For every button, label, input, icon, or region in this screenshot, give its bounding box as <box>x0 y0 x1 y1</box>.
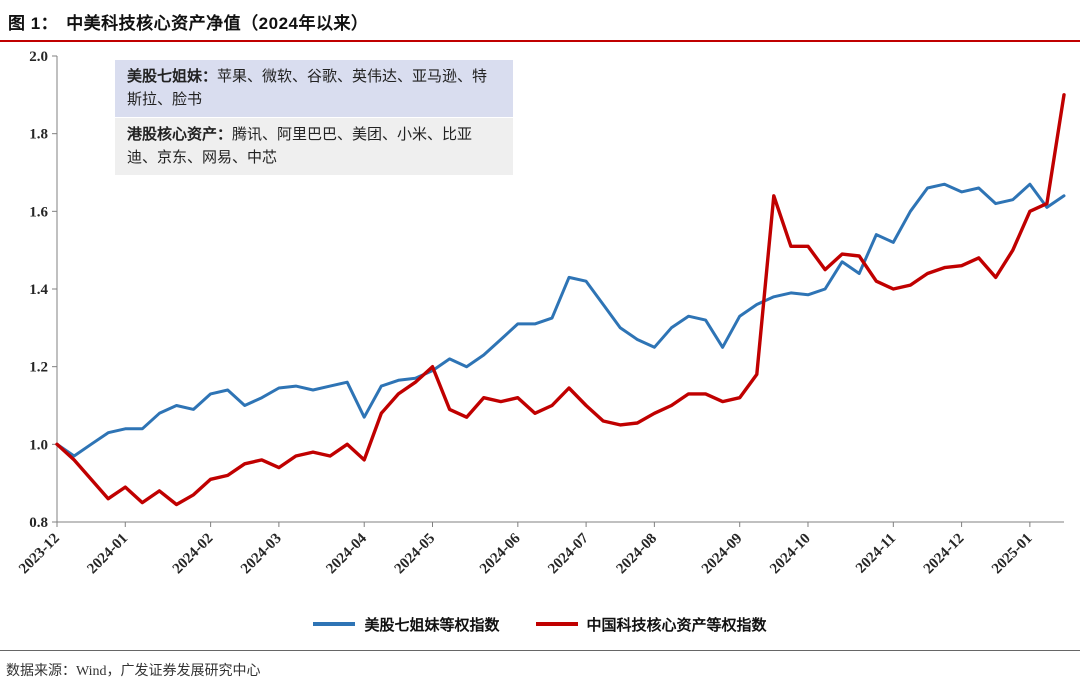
legend-label: 美股七姐妹等权指数 <box>364 616 500 634</box>
annotation-hk-stocks: 港股核心资产：腾讯、阿里巴巴、美团、小米、比亚迪、京东、网易、中芯 <box>115 118 513 175</box>
x-tick-label: 2024-09 <box>699 531 746 578</box>
x-tick-label: 2024-10 <box>767 531 814 578</box>
legend-swatch <box>313 622 356 626</box>
series-line-1 <box>55 93 1066 507</box>
x-tick-label: 2024-06 <box>477 530 524 577</box>
y-tick-label: 1.4 <box>29 282 48 298</box>
x-tick-label: 2023-12 <box>16 531 63 578</box>
annotation-hk-text: 腾讯、阿里巴巴、美团、小米、比亚迪、京东、网易、中芯 <box>127 126 473 166</box>
x-tick-label: 2024-03 <box>238 531 285 578</box>
x-tick-label: 2024-04 <box>323 530 370 577</box>
annotation-us-text: 苹果、微软、谷歌、英伟达、亚马逊、特斯拉、脸书 <box>127 68 488 108</box>
annotation-us-stocks: 美股七姐妹：苹果、微软、谷歌、英伟达、亚马逊、特斯拉、脸书 <box>115 60 513 117</box>
y-tick-label: 1.8 <box>29 127 48 143</box>
x-tick-label: 2024-11 <box>853 531 899 577</box>
chart-area: 0.8 1.0 1.2 1.4 1.6 1.8 2.0 2023-12 2024-01 2024-… <box>0 42 1080 608</box>
figure-title-bar: 图 1： 中美科技核心资产净值（2024年以来） <box>0 0 1080 42</box>
x-tick-label: 2025-01 <box>989 531 1036 578</box>
y-tick-label: 0.8 <box>29 515 48 531</box>
x-tick-label: 2024-08 <box>614 531 661 578</box>
y-tick-label: 1.6 <box>29 204 48 220</box>
legend-item: 中国科技核心资产等权指数 <box>535 614 767 635</box>
x-tick-label: 2024-02 <box>170 531 217 578</box>
y-tick-label: 1.2 <box>29 360 48 376</box>
legend-item: 美股七姐妹等权指数 <box>313 614 500 635</box>
data-source: 数据来源：Wind，广发证券发展研究中心 <box>0 650 1080 680</box>
series-line-0 <box>55 182 1066 458</box>
legend-label: 中国科技核心资产等权指数 <box>586 616 767 634</box>
x-tick-label: 2024-05 <box>392 531 439 578</box>
chart-legend: 美股七姐妹等权指数 中国科技核心资产等权指数 <box>0 610 1080 638</box>
legend-swatch <box>535 622 578 626</box>
figure-label: 图 1： <box>8 14 59 33</box>
line-chart: 0.8 1.0 1.2 1.4 1.6 1.8 2.0 2023-12 2024-01 2024-… <box>16 49 1066 578</box>
annotation-us-label: 美股七姐妹： <box>127 68 218 85</box>
annotation-hk-label: 港股核心资产： <box>127 126 233 143</box>
figure-title: 中美科技核心资产净值（2024年以来） <box>66 14 369 33</box>
y-tick-label: 2.0 <box>29 49 48 65</box>
x-tick-label: 2024-07 <box>545 530 592 577</box>
x-tick-label: 2024-01 <box>84 531 131 578</box>
x-tick-label: 2024-12 <box>921 531 968 578</box>
y-tick-label: 1.0 <box>29 437 48 453</box>
